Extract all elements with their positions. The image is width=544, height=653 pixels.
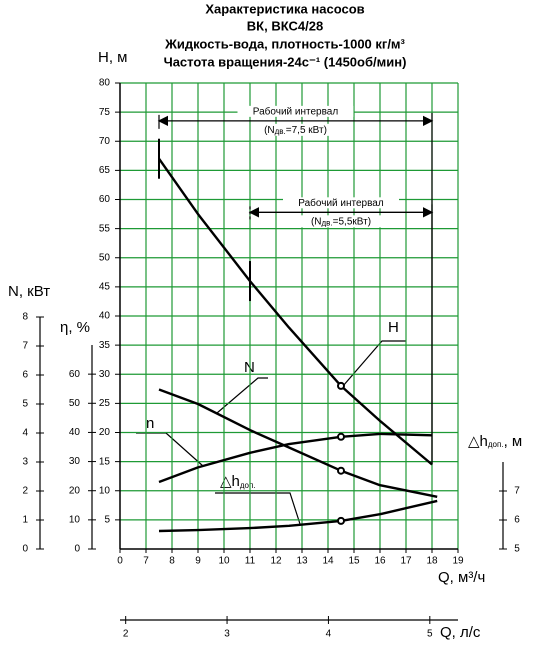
title-line: Жидкость-вода, плотность-1000 кг/м³ <box>164 36 405 51</box>
interval-note-pre: (N <box>311 216 322 227</box>
leader <box>342 340 406 387</box>
curve-label-sub: доп. <box>240 481 256 490</box>
x-tick-label: 13 <box>296 556 308 567</box>
eta-tick-label: 50 <box>69 398 81 409</box>
x-tick-label: 9 <box>195 556 201 567</box>
curve <box>158 432 433 484</box>
interval-note-pre: (N <box>264 125 275 136</box>
title-line: Частота вращения-24с⁻¹ (1450об/мин) <box>164 54 407 69</box>
curve-label: n <box>146 415 154 432</box>
y-tick-label: 50 <box>99 252 111 263</box>
x-tick-label: 18 <box>426 556 438 567</box>
eta-tick-label: 60 <box>69 369 81 380</box>
q-ls-axis-label: Q, л/с <box>440 624 481 641</box>
q-ls-tick-label: 4 <box>326 629 332 640</box>
x-tick-label: 12 <box>270 556 282 567</box>
interval-note-post: =7,5 кВт) <box>286 125 327 136</box>
interval-note-bg <box>251 123 340 136</box>
curve <box>158 158 433 466</box>
x-tick-label: 15 <box>348 556 360 567</box>
interval-note-sub: дв. <box>322 218 333 227</box>
n-tick-label: 5 <box>22 399 28 410</box>
q-ls-tick-label: 3 <box>224 629 230 640</box>
eta-tick-label: 30 <box>69 456 81 467</box>
interval-label-bg <box>283 197 399 209</box>
q-ls-tick-label: 5 <box>427 629 433 640</box>
eta-axis-label: η, % <box>60 319 90 336</box>
y-tick-label: 45 <box>99 282 111 293</box>
n-tick-label: 4 <box>22 428 28 439</box>
dh-axis-label-sub: доп. <box>488 440 504 449</box>
y-tick-label: 80 <box>99 78 111 89</box>
n-tick-label: 8 <box>22 312 28 323</box>
operating-point <box>337 381 345 390</box>
x-tick-label: 17 <box>400 556 412 567</box>
y-tick-label: 65 <box>99 165 111 176</box>
eta-tick-label: 20 <box>69 485 81 496</box>
eta-tick-label: 0 <box>74 544 80 555</box>
interval-label-bg <box>237 105 354 117</box>
interval-label: Рабочий интервал <box>298 197 384 209</box>
title-line: Характеристика насосов <box>205 1 364 16</box>
y-tick-label: 75 <box>99 107 111 118</box>
x-tick-label: 11 <box>245 556 256 567</box>
x-tick-label: 8 <box>169 556 175 567</box>
operating-point <box>337 432 345 441</box>
interval-note: (Nдв.=5,5кВт) <box>311 216 371 227</box>
x-tick-label: 7 <box>143 556 149 567</box>
curve <box>158 388 438 498</box>
x-tick-label: 10 <box>218 556 230 567</box>
n-tick-label: 3 <box>22 457 28 468</box>
dh-axis-label-main: △h <box>468 433 488 450</box>
x-axis-label: Q, м³/ч <box>438 569 485 586</box>
interval-note-bg <box>297 215 385 228</box>
eta-tick-label: 40 <box>69 427 81 438</box>
curve-label: H <box>388 319 399 336</box>
dh-tick-label: 5 <box>514 544 520 555</box>
y-tick-label: 70 <box>99 136 111 147</box>
dh-tick-label: 6 <box>514 515 520 526</box>
interval-note: (Nдв.=7,5 кВт) <box>264 125 327 136</box>
leader <box>216 377 268 414</box>
y-tick-label: 30 <box>99 369 111 380</box>
interval-label: Рабочий интервал <box>253 106 339 118</box>
q-ls-tick-label: 2 <box>123 629 129 640</box>
x-tick-label: 16 <box>374 556 386 567</box>
n-tick-label: 7 <box>22 341 28 352</box>
dh-axis-label: △hдоп., м <box>468 433 522 450</box>
leader <box>215 492 301 525</box>
x-tick-label: 19 <box>452 556 464 567</box>
y-tick-label: 55 <box>99 223 111 234</box>
curve-label: △hдоп. <box>220 473 256 490</box>
x-tick-label: 14 <box>322 556 334 567</box>
n-tick-label: 0 <box>22 544 28 555</box>
curve <box>158 499 438 533</box>
curve-label-main: △h <box>220 473 240 490</box>
y-tick-label: 15 <box>99 456 111 467</box>
y-tick-label: 5 <box>104 515 110 526</box>
interval-note-sub: дв. <box>275 127 286 136</box>
y-tick-label: 20 <box>99 427 111 438</box>
y-axis-label: H, м <box>98 49 127 66</box>
title-line: ВК, ВКС4/28 <box>247 18 323 33</box>
dh-axis-label-unit: , м <box>504 433 523 450</box>
dh-tick-label: 7 <box>514 486 520 497</box>
y-tick-label: 25 <box>99 398 111 409</box>
n-tick-label: 2 <box>22 486 28 497</box>
n-axis-label: N, кВт <box>8 283 50 300</box>
n-tick-label: 1 <box>22 515 28 526</box>
y-tick-label: 60 <box>99 194 111 205</box>
n-tick-label: 6 <box>22 370 28 381</box>
eta-tick-label: 10 <box>69 514 81 525</box>
y-tick-label: 35 <box>99 340 111 351</box>
operating-point <box>337 466 345 475</box>
y-tick-label: 40 <box>99 311 111 322</box>
interval-note-post: =5,5кВт) <box>333 216 371 227</box>
y-tick-label: 10 <box>99 485 111 496</box>
operating-point <box>337 516 345 525</box>
x-tick-label: 0 <box>117 556 123 567</box>
